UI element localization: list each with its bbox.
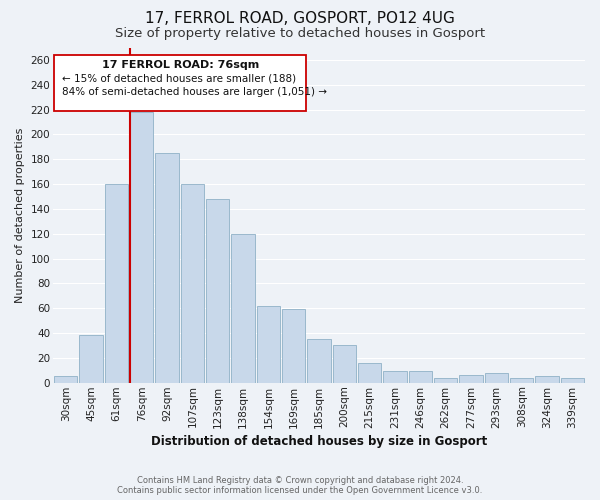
- Text: 17, FERROL ROAD, GOSPORT, PO12 4UG: 17, FERROL ROAD, GOSPORT, PO12 4UG: [145, 11, 455, 26]
- Bar: [130, 112, 154, 382]
- Bar: [333, 346, 356, 383]
- Bar: [510, 378, 533, 382]
- Text: Contains public sector information licensed under the Open Government Licence v3: Contains public sector information licen…: [118, 486, 482, 495]
- Bar: [232, 234, 255, 382]
- Bar: [460, 375, 482, 382]
- Text: Contains HM Land Registry data © Crown copyright and database right 2024.: Contains HM Land Registry data © Crown c…: [137, 476, 463, 485]
- Text: 17 FERROL ROAD: 76sqm: 17 FERROL ROAD: 76sqm: [102, 60, 259, 70]
- Bar: [535, 376, 559, 382]
- X-axis label: Distribution of detached houses by size in Gosport: Distribution of detached houses by size …: [151, 434, 487, 448]
- FancyBboxPatch shape: [55, 55, 307, 111]
- Bar: [155, 153, 179, 382]
- Bar: [257, 306, 280, 382]
- Text: 84% of semi-detached houses are larger (1,051) →: 84% of semi-detached houses are larger (…: [62, 87, 327, 97]
- Bar: [282, 310, 305, 382]
- Text: ← 15% of detached houses are smaller (188): ← 15% of detached houses are smaller (18…: [62, 74, 296, 84]
- Bar: [434, 378, 457, 382]
- Bar: [358, 363, 382, 382]
- Bar: [54, 376, 77, 382]
- Y-axis label: Number of detached properties: Number of detached properties: [15, 128, 25, 303]
- Text: Size of property relative to detached houses in Gosport: Size of property relative to detached ho…: [115, 28, 485, 40]
- Bar: [105, 184, 128, 382]
- Bar: [206, 199, 229, 382]
- Bar: [181, 184, 204, 382]
- Bar: [560, 378, 584, 382]
- Bar: [383, 372, 407, 382]
- Bar: [79, 336, 103, 382]
- Bar: [485, 372, 508, 382]
- Bar: [307, 339, 331, 382]
- Bar: [409, 372, 432, 382]
